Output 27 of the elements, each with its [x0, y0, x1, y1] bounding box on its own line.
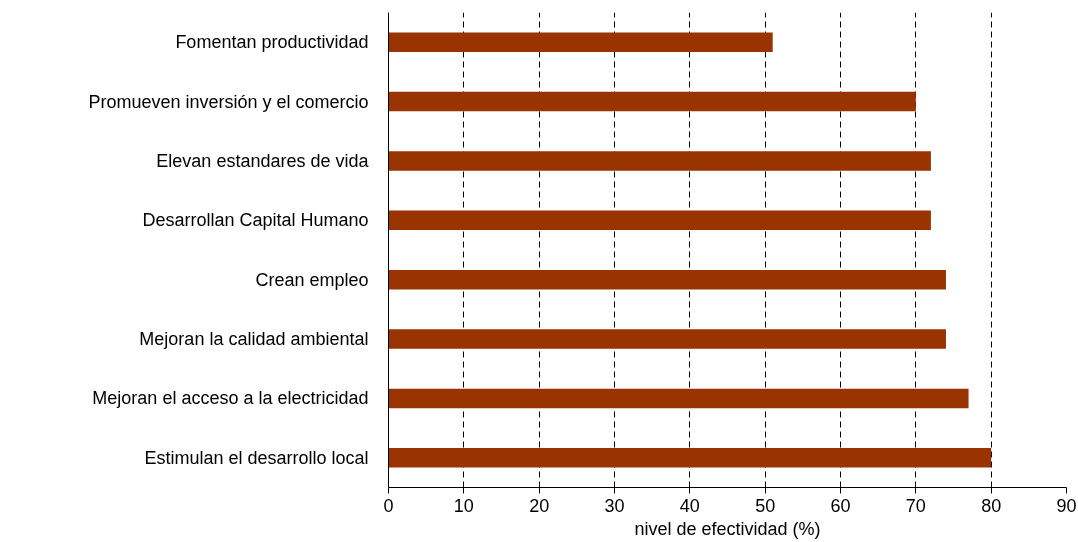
- x-tick-label: 80: [981, 495, 1002, 516]
- y-tick-label: Estimulan el desarrollo local: [144, 447, 369, 468]
- bar: [388, 329, 946, 349]
- x-tick-label: 70: [905, 495, 926, 516]
- x-axis-title: nivel de efectividad (%): [634, 518, 821, 539]
- y-tick-label: Elevan estandares de vida: [156, 150, 370, 171]
- x-tick-label: 90: [1056, 495, 1077, 516]
- x-tick-label: 10: [453, 495, 474, 516]
- bar: [388, 269, 946, 290]
- y-tick-label: Mejoran el acceso a la electricidad: [92, 388, 369, 409]
- x-tick-label: 50: [755, 495, 776, 516]
- bar: [388, 32, 773, 52]
- x-tick-label: 20: [529, 495, 550, 516]
- bar: [388, 388, 969, 409]
- x-tick-label: 60: [830, 495, 851, 516]
- y-tick-label: Crean empleo: [255, 269, 369, 290]
- y-tick-label: Fomentan productividad: [175, 32, 369, 53]
- bar: [388, 448, 992, 468]
- bar: [388, 210, 931, 231]
- bar: [388, 91, 916, 112]
- x-tick-label: 0: [383, 495, 394, 516]
- y-tick-label: Promueven inversión y el comercio: [88, 91, 369, 112]
- x-tick-label: 30: [604, 495, 625, 516]
- x-tick-label: 40: [679, 495, 700, 516]
- y-tick-label: Desarrollan Capital Humano: [142, 210, 369, 231]
- y-tick-label: Mejoran la calidad ambiental: [139, 329, 369, 350]
- bar: [388, 151, 931, 171]
